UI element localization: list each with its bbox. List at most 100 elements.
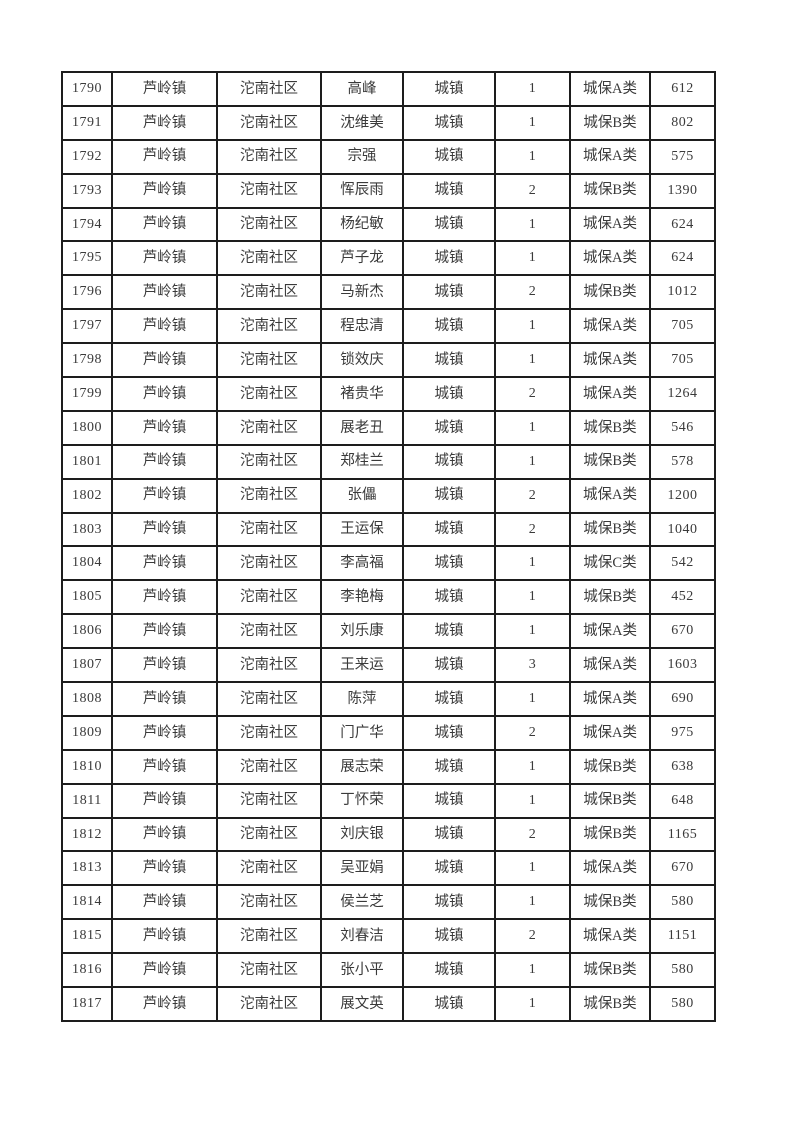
cell-household-type: 城镇 bbox=[402, 545, 496, 582]
cell-community: 沱南社区 bbox=[216, 409, 322, 446]
cell-community: 沱南社区 bbox=[216, 308, 322, 345]
cell-person-name: 刘庆银 bbox=[320, 816, 404, 853]
cell-person-count: 1 bbox=[494, 884, 571, 921]
cell-person-name: 芦子龙 bbox=[320, 240, 404, 277]
cell-person-name: 褚贵华 bbox=[320, 376, 404, 412]
cell-community: 沱南社区 bbox=[216, 71, 322, 107]
cell-benefit-category: 城保A类 bbox=[569, 206, 651, 243]
cell-person-count: 2 bbox=[494, 511, 571, 548]
cell-household-type: 城镇 bbox=[402, 342, 496, 379]
cell-community: 沱南社区 bbox=[216, 714, 322, 751]
table-row: 1807 芦岭镇 沱南社区 王来运 城镇 3 城保A类 1603 bbox=[61, 647, 716, 684]
cell-household-type: 城镇 bbox=[402, 816, 496, 853]
cell-town: 芦岭镇 bbox=[111, 409, 218, 446]
cell-town: 芦岭镇 bbox=[111, 918, 218, 955]
cell-household-type: 城镇 bbox=[402, 409, 496, 446]
cell-benefit-category: 城保A类 bbox=[569, 308, 651, 345]
cell-benefit-category: 城保B类 bbox=[569, 579, 651, 616]
table-row: 1811 芦岭镇 沱南社区 丁怀荣 城镇 1 城保B类 648 bbox=[61, 782, 716, 819]
table-row: 1804 芦岭镇 沱南社区 李高福 城镇 1 城保C类 542 bbox=[61, 545, 716, 582]
cell-town: 芦岭镇 bbox=[111, 240, 218, 277]
cell-serial-number: 1796 bbox=[61, 274, 113, 311]
cell-community: 沱南社区 bbox=[216, 782, 322, 819]
cell-person-count: 2 bbox=[494, 274, 571, 311]
cell-person-count: 2 bbox=[494, 714, 571, 751]
cell-household-type: 城镇 bbox=[402, 681, 496, 717]
cell-serial-number: 1800 bbox=[61, 409, 113, 446]
benefit-roster-table: 1790 芦岭镇 沱南社区 高峰 城镇 1 城保A类 612 1791 芦岭镇 沱南社区 沈维美 城镇 1… bbox=[61, 71, 716, 1022]
cell-household-type: 城镇 bbox=[402, 850, 496, 887]
cell-serial-number: 1794 bbox=[61, 206, 113, 243]
cell-person-count: 2 bbox=[494, 376, 571, 412]
cell-serial-number: 1795 bbox=[61, 240, 113, 277]
cell-town: 芦岭镇 bbox=[111, 511, 218, 548]
cell-town: 芦岭镇 bbox=[111, 138, 218, 175]
cell-amount: 1165 bbox=[649, 816, 716, 853]
table-row: 1817 芦岭镇 沱南社区 展文英 城镇 1 城保B类 580 bbox=[61, 986, 716, 1022]
cell-serial-number: 1797 bbox=[61, 308, 113, 345]
cell-benefit-category: 城保B类 bbox=[569, 443, 651, 480]
cell-benefit-category: 城保B类 bbox=[569, 274, 651, 311]
table-row: 1794 芦岭镇 沱南社区 杨纪敏 城镇 1 城保A类 624 bbox=[61, 206, 716, 243]
cell-amount: 624 bbox=[649, 240, 716, 277]
cell-household-type: 城镇 bbox=[402, 376, 496, 412]
cell-household-type: 城镇 bbox=[402, 240, 496, 277]
cell-benefit-category: 城保B类 bbox=[569, 952, 651, 989]
cell-amount: 638 bbox=[649, 748, 716, 785]
cell-community: 沱南社区 bbox=[216, 647, 322, 684]
cell-household-type: 城镇 bbox=[402, 884, 496, 921]
table-row: 1797 芦岭镇 沱南社区 程忠清 城镇 1 城保A类 705 bbox=[61, 308, 716, 345]
cell-benefit-category: 城保A类 bbox=[569, 138, 651, 175]
cell-benefit-category: 城保B类 bbox=[569, 884, 651, 921]
table-row: 1790 芦岭镇 沱南社区 高峰 城镇 1 城保A类 612 bbox=[61, 71, 716, 107]
cell-town: 芦岭镇 bbox=[111, 681, 218, 717]
cell-amount: 580 bbox=[649, 986, 716, 1022]
cell-amount: 1200 bbox=[649, 477, 716, 514]
cell-benefit-category: 城保A类 bbox=[569, 477, 651, 514]
cell-town: 芦岭镇 bbox=[111, 71, 218, 107]
cell-amount: 578 bbox=[649, 443, 716, 480]
cell-amount: 624 bbox=[649, 206, 716, 243]
cell-community: 沱南社区 bbox=[216, 274, 322, 311]
cell-benefit-category: 城保A类 bbox=[569, 681, 651, 717]
cell-person-name: 展老丑 bbox=[320, 409, 404, 446]
table-row: 1813 芦岭镇 沱南社区 吴亚娟 城镇 1 城保A类 670 bbox=[61, 850, 716, 887]
cell-amount: 612 bbox=[649, 71, 716, 107]
cell-community: 沱南社区 bbox=[216, 816, 322, 853]
cell-person-count: 1 bbox=[494, 240, 571, 277]
cell-amount: 1603 bbox=[649, 647, 716, 684]
cell-town: 芦岭镇 bbox=[111, 884, 218, 921]
cell-person-count: 1 bbox=[494, 206, 571, 243]
cell-serial-number: 1816 bbox=[61, 952, 113, 989]
cell-household-type: 城镇 bbox=[402, 443, 496, 480]
cell-household-type: 城镇 bbox=[402, 172, 496, 209]
cell-person-count: 1 bbox=[494, 443, 571, 480]
cell-household-type: 城镇 bbox=[402, 782, 496, 819]
cell-amount: 452 bbox=[649, 579, 716, 616]
cell-benefit-category: 城保A类 bbox=[569, 342, 651, 379]
cell-serial-number: 1791 bbox=[61, 104, 113, 141]
cell-serial-number: 1802 bbox=[61, 477, 113, 514]
cell-town: 芦岭镇 bbox=[111, 172, 218, 209]
cell-person-count: 2 bbox=[494, 918, 571, 955]
cell-amount: 1390 bbox=[649, 172, 716, 209]
cell-person-name: 李艳梅 bbox=[320, 579, 404, 616]
cell-amount: 1012 bbox=[649, 274, 716, 311]
cell-community: 沱南社区 bbox=[216, 104, 322, 141]
table-row: 1798 芦岭镇 沱南社区 锁效庆 城镇 1 城保A类 705 bbox=[61, 342, 716, 379]
cell-person-count: 1 bbox=[494, 952, 571, 989]
cell-benefit-category: 城保A类 bbox=[569, 850, 651, 887]
cell-person-name: 沈维美 bbox=[320, 104, 404, 141]
cell-person-name: 侯兰芝 bbox=[320, 884, 404, 921]
cell-town: 芦岭镇 bbox=[111, 952, 218, 989]
cell-person-name: 门广华 bbox=[320, 714, 404, 751]
cell-community: 沱南社区 bbox=[216, 443, 322, 480]
cell-household-type: 城镇 bbox=[402, 918, 496, 955]
cell-community: 沱南社区 bbox=[216, 206, 322, 243]
table-row: 1805 芦岭镇 沱南社区 李艳梅 城镇 1 城保B类 452 bbox=[61, 579, 716, 616]
cell-serial-number: 1790 bbox=[61, 71, 113, 107]
cell-community: 沱南社区 bbox=[216, 376, 322, 412]
cell-person-name: 郑桂兰 bbox=[320, 443, 404, 480]
cell-amount: 542 bbox=[649, 545, 716, 582]
cell-household-type: 城镇 bbox=[402, 613, 496, 650]
